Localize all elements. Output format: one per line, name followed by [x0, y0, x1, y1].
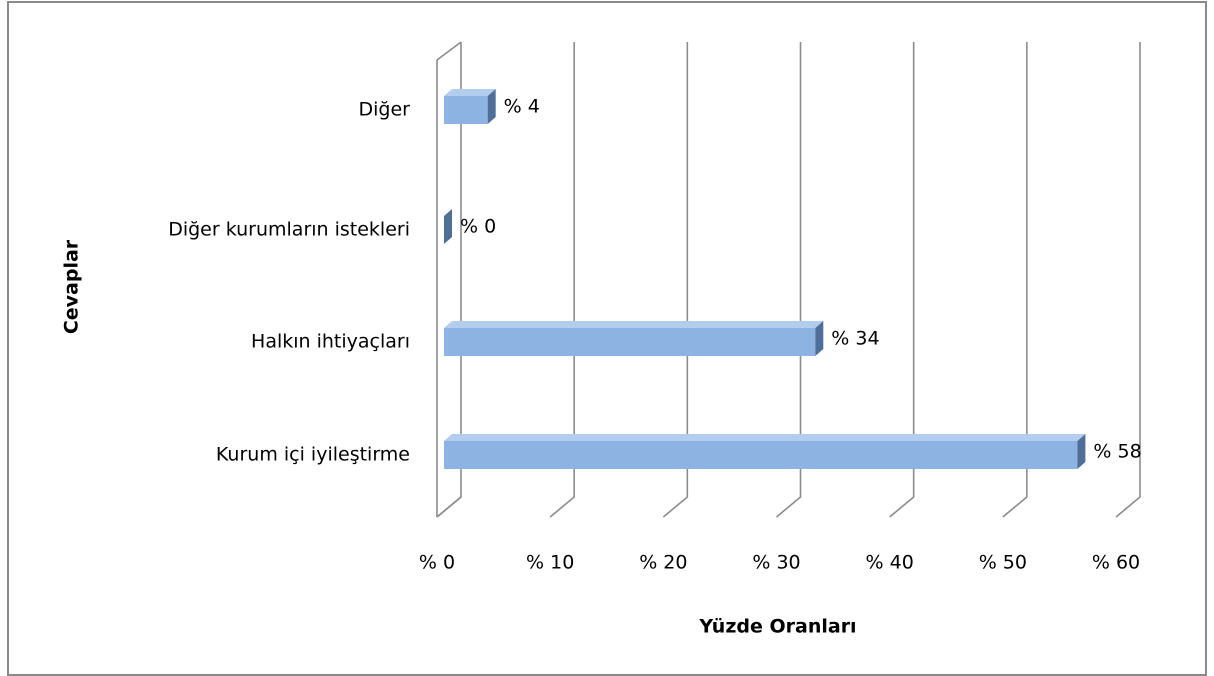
grid-line — [1115, 42, 1141, 518]
x-tick-label: % 50 — [979, 552, 1027, 574]
x-axis-label: Yüzde Oranları — [698, 616, 856, 638]
bar-front — [444, 328, 816, 356]
bar — [444, 209, 452, 244]
grid-line — [1002, 42, 1028, 518]
bar — [444, 434, 1086, 469]
grid-line — [662, 42, 689, 518]
bar-side — [815, 321, 824, 356]
axis-wall — [436, 41, 462, 517]
x-tick-label: % 30 — [752, 552, 800, 574]
x-tick-label: % 20 — [639, 552, 687, 574]
y-tick-label: Kurum içi iyileştirme — [216, 444, 410, 466]
bar-top — [444, 434, 1086, 441]
bar-side — [1077, 434, 1086, 469]
grid-line — [889, 42, 915, 518]
grid-line — [775, 42, 802, 518]
value-label: % 0 — [460, 216, 496, 238]
grid-line — [436, 42, 462, 518]
value-label: % 34 — [831, 328, 879, 350]
y-axis-label: Cevaplar — [61, 239, 83, 334]
grid-line — [549, 42, 575, 518]
bar — [444, 321, 824, 356]
x-tick-label: % 0 — [419, 552, 455, 574]
bar-side — [487, 89, 496, 124]
value-label: % 4 — [504, 96, 540, 118]
bar-front — [444, 96, 488, 124]
x-tick-label: % 60 — [1092, 552, 1140, 574]
bar-top — [444, 321, 824, 328]
value-label: % 58 — [1093, 441, 1141, 463]
bar-side — [444, 209, 452, 244]
bar-front — [444, 441, 1078, 469]
y-tick-label: Diğer kurumların istekleri — [168, 219, 410, 241]
x-tick-label: % 40 — [866, 552, 914, 574]
bar — [444, 89, 496, 124]
bar-top — [444, 89, 496, 96]
x-tick-label: % 10 — [526, 552, 574, 574]
y-tick-label: Diğer — [359, 99, 411, 121]
y-tick-label: Halkın ihtiyaçları — [251, 331, 410, 353]
